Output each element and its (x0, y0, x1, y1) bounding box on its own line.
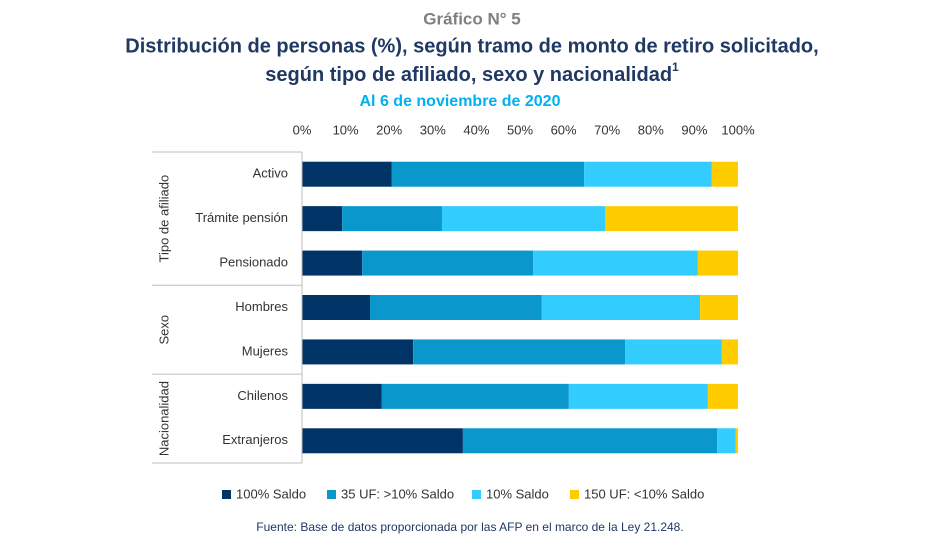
bar-segment (413, 339, 626, 365)
y-tick-label: Hombres (235, 299, 288, 314)
x-tick-label: 40% (463, 122, 489, 137)
chart-label: Gráfico N° 5 (423, 9, 521, 28)
bar-segment (568, 383, 708, 409)
legend-swatch (222, 490, 231, 499)
group-label: Nacionalidad (156, 381, 171, 456)
source-note: Fuente: Base de datos proporcionada por … (256, 520, 683, 534)
y-tick-label: Chilenos (237, 388, 288, 403)
x-tick-label: 100% (721, 122, 755, 137)
x-tick-label: 60% (551, 122, 577, 137)
x-tick-label: 20% (376, 122, 402, 137)
bar-segment (381, 383, 569, 409)
bar-segment (697, 250, 738, 276)
y-tick-label: Mujeres (242, 343, 289, 358)
x-tick-label: 10% (333, 122, 359, 137)
group-label: Sexo (156, 315, 171, 345)
bar-segment (302, 161, 392, 187)
y-tick-label: Extranjeros (222, 432, 288, 447)
group-label: Tipo de afiliado (156, 175, 171, 263)
legend-label: 10% Saldo (486, 486, 549, 501)
bar-segment (711, 161, 738, 187)
x-tick-label: 30% (420, 122, 446, 137)
legend-label: 150 UF: <10% Saldo (584, 486, 704, 501)
bar-segment (717, 428, 736, 454)
bar-segment (721, 339, 738, 365)
bar-segment (302, 206, 343, 232)
y-tick-label: Activo (253, 166, 288, 181)
bar-segment (605, 206, 738, 232)
bar-segment (362, 250, 534, 276)
chart-title: según tipo de afiliado, sexo y nacionali… (265, 60, 679, 86)
x-tick-label: 90% (681, 122, 707, 137)
bar-segment (625, 339, 722, 365)
legend-swatch (472, 490, 481, 499)
bar-segment (735, 428, 738, 454)
bar-segment (533, 250, 698, 276)
chart-title: Distribución de personas (%), según tram… (125, 35, 818, 57)
bar-segment (370, 295, 542, 320)
x-tick-label: 80% (638, 122, 664, 137)
bar-segment (391, 161, 585, 187)
bar-segment (342, 206, 442, 232)
bar-segment (462, 428, 718, 454)
bar-segment (707, 383, 738, 409)
bar-segment (302, 383, 382, 409)
legend-label: 100% Saldo (236, 486, 306, 501)
bar-segment (700, 295, 738, 320)
bar-segment (541, 295, 701, 320)
y-tick-label: Trámite pensión (195, 210, 288, 225)
legend-label: 35 UF: >10% Saldo (341, 486, 454, 501)
title-line: según tipo de afiliado, sexo y nacionali… (265, 64, 672, 86)
bar-segment (302, 250, 363, 276)
x-tick-label: 50% (507, 122, 533, 137)
x-tick-label: 70% (594, 122, 620, 137)
bar-segment (302, 428, 463, 454)
legend-swatch (327, 490, 336, 499)
bar-segment (584, 161, 712, 187)
x-tick-label: 0% (293, 122, 312, 137)
bar-segment (302, 295, 371, 320)
bar-segment (302, 339, 414, 365)
bar-segment (441, 206, 606, 232)
chart-subtitle: Al 6 de noviembre de 2020 (360, 93, 561, 110)
title-note: 1 (672, 60, 679, 74)
y-tick-label: Pensionado (219, 255, 288, 270)
legend-swatch (570, 490, 579, 499)
